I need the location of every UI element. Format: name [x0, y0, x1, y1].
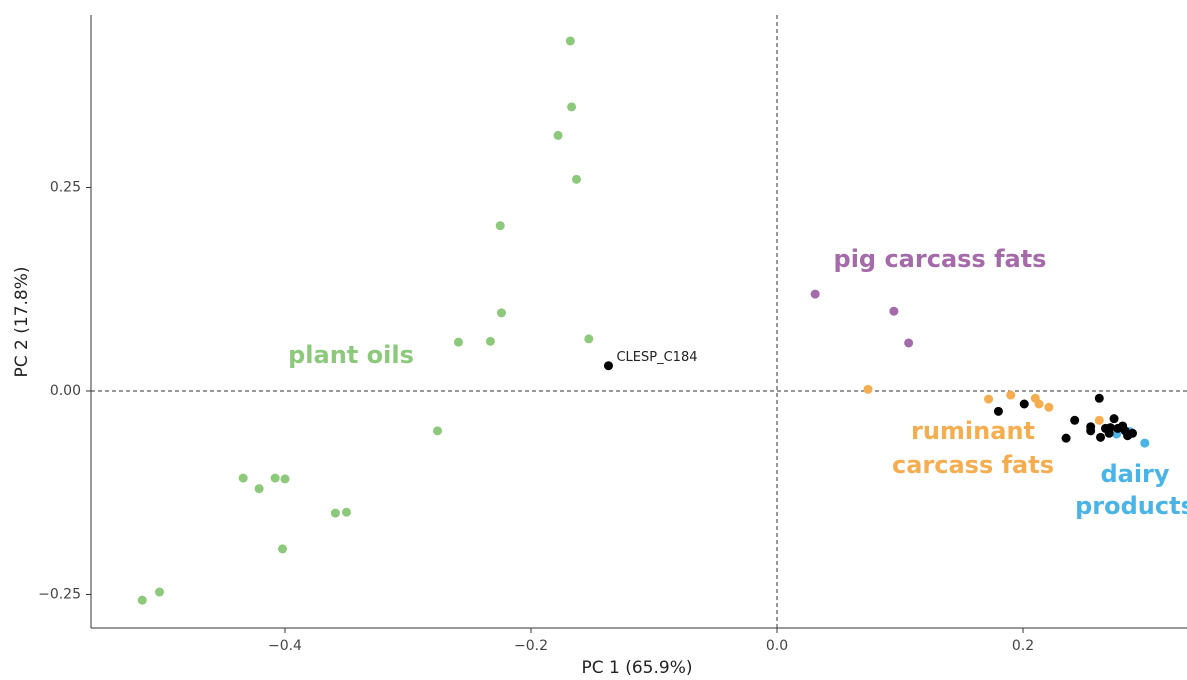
- point: [341, 507, 351, 517]
- point: [993, 406, 1003, 416]
- point: [1086, 426, 1096, 436]
- annotation: ruminant: [911, 417, 1035, 445]
- x-tick-label: −0.2: [514, 638, 548, 654]
- point: [810, 289, 820, 299]
- point: [565, 36, 575, 46]
- point: [567, 102, 577, 112]
- point: [495, 221, 505, 231]
- point: [485, 336, 495, 346]
- point: [453, 337, 463, 347]
- point: [278, 544, 288, 554]
- point: [572, 174, 582, 184]
- annotation: dairy: [1100, 460, 1169, 488]
- x-axis-title: PC 1 (65.9%): [581, 658, 692, 678]
- point: [603, 361, 613, 371]
- point: [330, 508, 340, 518]
- annotation: plant oils: [288, 341, 414, 369]
- y-axis-title: PC 2 (17.8%): [12, 266, 32, 377]
- point: [1140, 438, 1150, 448]
- point: [984, 394, 994, 404]
- point: [553, 130, 563, 140]
- x-tick-label: 0.2: [1012, 638, 1034, 654]
- point: [1094, 393, 1104, 403]
- point: [904, 338, 914, 348]
- point: [1061, 433, 1071, 443]
- point: [584, 334, 594, 344]
- point: [1128, 428, 1138, 438]
- annotation: pig carcass fats: [834, 245, 1047, 273]
- point: [433, 426, 443, 436]
- point: [1006, 390, 1016, 400]
- point: [280, 474, 290, 484]
- x-tick-label: 0.0: [766, 638, 788, 654]
- point: [889, 306, 899, 316]
- point: [496, 308, 506, 318]
- y-tick-label: −0.25: [38, 586, 81, 602]
- point: [1096, 432, 1106, 442]
- point: [155, 587, 165, 597]
- point: [1105, 423, 1115, 433]
- x-tick-label: −0.4: [268, 638, 302, 654]
- point: [1070, 415, 1080, 425]
- point: [1044, 402, 1054, 412]
- annotation: products: [1075, 492, 1187, 520]
- point: [254, 484, 264, 494]
- point: [1034, 399, 1044, 409]
- point: [1019, 399, 1029, 409]
- point: [1094, 415, 1104, 425]
- point-label: CLESP_C184: [616, 350, 697, 365]
- point: [270, 473, 280, 483]
- point: [137, 595, 147, 605]
- point: [238, 473, 248, 483]
- annotation: carcass fats: [892, 451, 1054, 479]
- y-tick-label: 0.00: [50, 383, 81, 399]
- point: [1109, 414, 1119, 424]
- y-tick-label: 0.25: [50, 179, 81, 195]
- point: [863, 384, 873, 394]
